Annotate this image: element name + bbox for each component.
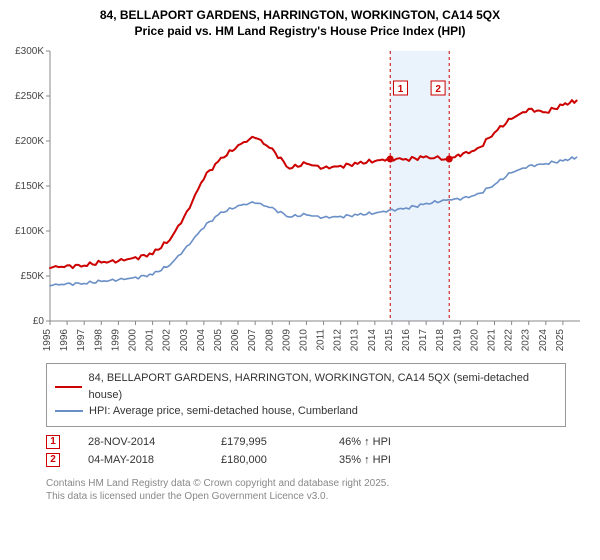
svg-text:1996: 1996 [59,329,70,352]
svg-text:2007: 2007 [247,329,258,352]
svg-text:2020: 2020 [469,329,480,352]
svg-text:2023: 2023 [521,329,532,352]
svg-text:2004: 2004 [196,329,207,352]
svg-text:1998: 1998 [93,329,104,352]
svg-text:2002: 2002 [162,329,173,352]
svg-text:1995: 1995 [42,329,53,352]
svg-text:2001: 2001 [145,329,156,352]
svg-text:2005: 2005 [213,329,224,352]
sale-date-2: 04-MAY-2018 [88,454,193,466]
svg-text:2015: 2015 [384,329,395,352]
sale-diff-2: 35% ↑ HPI [339,454,429,466]
sales-row-2: 2 04-MAY-2018 £180,000 35% ↑ HPI [46,451,588,469]
svg-text:2021: 2021 [487,329,498,352]
svg-text:2024: 2024 [538,329,549,352]
chart-container: 84, BELLAPORT GARDENS, HARRINGTON, WORKI… [0,0,600,511]
sale-marker-2: 2 [46,453,60,467]
title-line-1: 84, BELLAPORT GARDENS, HARRINGTON, WORKI… [12,8,588,24]
svg-text:2009: 2009 [281,329,292,352]
svg-text:£200K: £200K [15,136,44,147]
footnote-line-2: This data is licensed under the Open Gov… [46,490,588,503]
svg-text:£300K: £300K [15,46,44,57]
svg-text:2016: 2016 [401,329,412,352]
chart-area: £0 £50K £100K £150K £200K £250K £300K 1995 1996 1… [12,45,588,355]
svg-text:£50K: £50K [21,271,45,282]
legend-swatch-property [55,386,82,388]
svg-text:2010: 2010 [298,329,309,352]
legend-row-hpi: HPI: Average price, semi-detached house,… [55,403,557,420]
svg-text:£250K: £250K [15,91,44,102]
svg-text:£100K: £100K [15,226,44,237]
title-block: 84, BELLAPORT GARDENS, HARRINGTON, WORKI… [12,8,588,39]
svg-text:2003: 2003 [179,329,190,352]
sale-diff-1: 46% ↑ HPI [339,436,429,448]
svg-text:2018: 2018 [435,329,446,352]
sales-row-1: 1 28-NOV-2014 £179,995 46% ↑ HPI [46,433,588,451]
line-chart: £0 £50K £100K £150K £200K £250K £300K 1995 1996 1… [12,45,588,355]
svg-text:2006: 2006 [230,329,241,352]
svg-text:2011: 2011 [316,329,327,351]
svg-text:2012: 2012 [333,329,344,352]
sales-table: 1 28-NOV-2014 £179,995 46% ↑ HPI 2 04-MA… [46,433,588,469]
svg-text:2022: 2022 [504,329,515,352]
legend-row-property: 84, BELLAPORT GARDENS, HARRINGTON, WORKI… [55,370,557,403]
legend: 84, BELLAPORT GARDENS, HARRINGTON, WORKI… [46,363,566,427]
svg-text:1: 1 [398,84,404,95]
svg-text:1997: 1997 [76,329,87,352]
svg-text:£0: £0 [33,316,45,327]
footnote: Contains HM Land Registry data © Crown c… [46,477,588,503]
svg-text:2025: 2025 [555,329,566,352]
title-line-2: Price paid vs. HM Land Registry's House … [12,24,588,40]
sale-date-1: 28-NOV-2014 [88,436,193,448]
sale-marker-1: 1 [46,435,60,449]
svg-text:2013: 2013 [350,329,361,352]
sale-price-2: £180,000 [221,454,311,466]
sale-price-1: £179,995 [221,436,311,448]
svg-text:2017: 2017 [418,329,429,352]
svg-text:2008: 2008 [264,329,275,352]
svg-text:£150K: £150K [15,181,44,192]
svg-text:1999: 1999 [110,329,121,352]
legend-label-hpi: HPI: Average price, semi-detached house,… [89,403,358,420]
footnote-line-1: Contains HM Land Registry data © Crown c… [46,477,588,490]
legend-swatch-hpi [55,410,83,412]
svg-text:2000: 2000 [127,329,138,352]
svg-text:2: 2 [435,84,441,95]
svg-text:2019: 2019 [452,329,463,352]
legend-label-property: 84, BELLAPORT GARDENS, HARRINGTON, WORKI… [88,370,557,403]
svg-text:2014: 2014 [367,329,378,352]
